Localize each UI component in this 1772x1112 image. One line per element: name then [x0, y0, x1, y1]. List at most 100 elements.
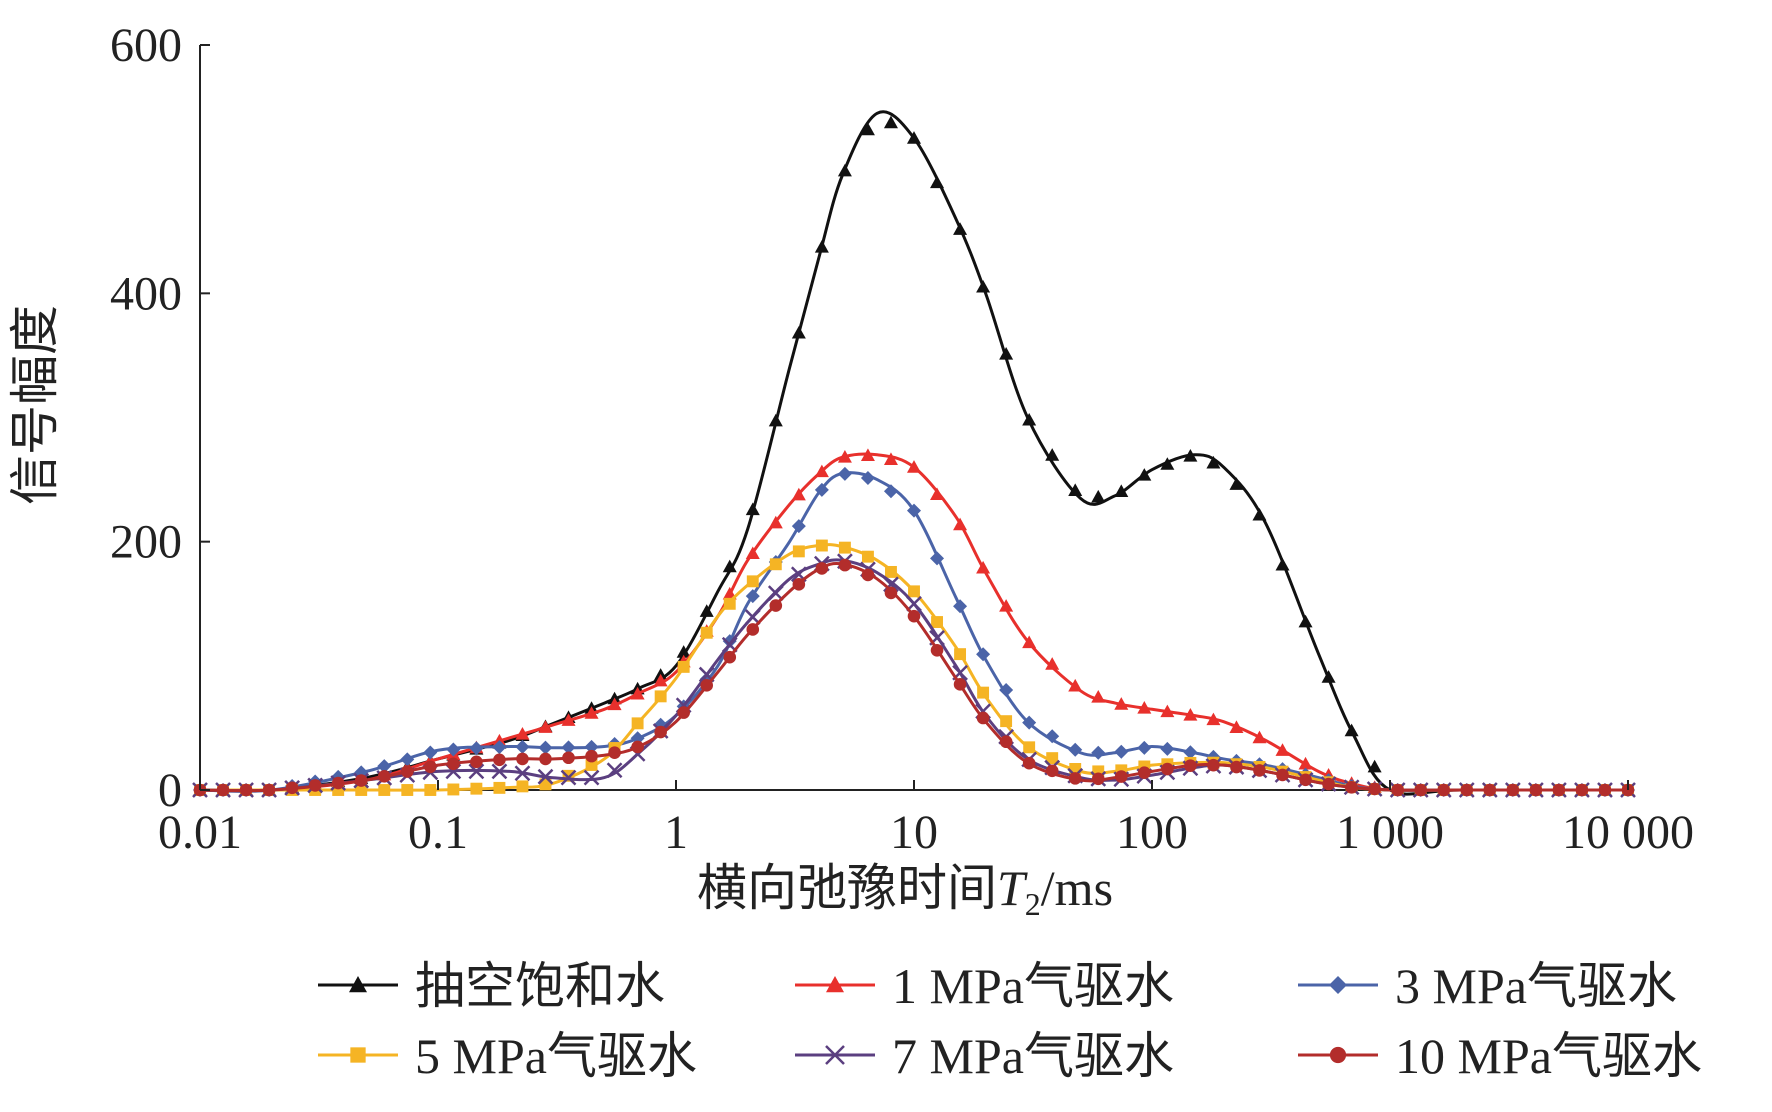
- data-point: [1091, 489, 1106, 503]
- data-point: [700, 626, 713, 639]
- data-point: [1068, 483, 1083, 496]
- data-point: [562, 751, 575, 765]
- data-point: [792, 578, 806, 591]
- data-point: [930, 487, 945, 501]
- data-point: [1483, 783, 1497, 797]
- series-1: [193, 110, 1635, 796]
- data-point: [1414, 783, 1428, 797]
- data-point: [1114, 697, 1129, 710]
- data-point: [1299, 773, 1312, 787]
- data-point: [1092, 765, 1105, 778]
- x-tick-label: 0.1: [408, 806, 468, 859]
- data-point: [491, 763, 508, 780]
- data-point: [838, 541, 851, 554]
- data-point: [1183, 449, 1198, 462]
- data-point: [1069, 763, 1082, 775]
- data-point: [1023, 741, 1036, 754]
- data-point: [1022, 756, 1036, 770]
- data-point: [1230, 760, 1243, 774]
- data-point: [400, 765, 414, 778]
- data-point: [860, 470, 875, 485]
- data-point: [1207, 758, 1220, 772]
- data-point: [1022, 635, 1037, 649]
- data-point: [1045, 657, 1060, 670]
- data-point: [1137, 468, 1152, 481]
- data-point: [1298, 756, 1313, 770]
- data-point: [1253, 764, 1266, 777]
- data-point: [584, 706, 599, 719]
- data-point: [745, 546, 760, 560]
- data-point: [976, 711, 990, 725]
- data-point: [930, 643, 944, 657]
- data-point: [585, 749, 598, 763]
- data-point: [1045, 764, 1059, 778]
- data-point: [930, 551, 945, 566]
- data-point: [769, 558, 782, 571]
- data-point: [907, 131, 921, 144]
- data-point: [515, 727, 530, 740]
- data-point: [1160, 457, 1175, 470]
- data-point: [1068, 678, 1083, 692]
- axes: [199, 45, 1628, 791]
- data-point: [1229, 720, 1244, 733]
- data-point: [1275, 557, 1290, 571]
- data-point: [1091, 772, 1105, 786]
- data-point: [837, 450, 852, 463]
- series-3: [193, 466, 1635, 797]
- ticks: 0.01 0.1 1 10 100 1 000 10 000 0 200 400 600: [110, 19, 1694, 859]
- legend-item: 10 MPa气驱水: [1298, 1028, 1702, 1084]
- data-point: [999, 682, 1014, 697]
- data-point: [423, 745, 438, 760]
- data-point: [907, 609, 921, 623]
- data-point: [976, 560, 991, 574]
- data-point: [1460, 783, 1474, 797]
- data-point: [1322, 777, 1335, 791]
- data-point: [883, 115, 898, 129]
- data-point: [355, 784, 368, 796]
- data-point: [1183, 745, 1198, 760]
- legend: 抽空饱和水 1 MPa气驱水 3 MPa气驱水 5 MPa气驱水 7 MPa气驱水 10 …: [318, 958, 1702, 1084]
- data-point: [1529, 783, 1543, 797]
- data-point: [1367, 759, 1382, 773]
- data-point: [1275, 743, 1290, 756]
- data-point: [493, 753, 506, 767]
- data-point: [815, 562, 829, 575]
- data-point: [1276, 768, 1289, 782]
- data-point: [1138, 766, 1151, 779]
- data-point: [1329, 1046, 1347, 1064]
- data-point: [745, 502, 760, 516]
- legend-item: 7 MPa气驱水: [795, 1028, 1174, 1084]
- data-point: [539, 752, 552, 766]
- data-point: [1391, 783, 1404, 797]
- data-point: [1068, 742, 1083, 757]
- data-point: [1206, 712, 1221, 726]
- data-point: [332, 784, 345, 796]
- data-point: [1368, 782, 1381, 796]
- data-point: [537, 768, 554, 785]
- data-point: [768, 413, 783, 427]
- legend-label: 5 MPa气驱水: [415, 1028, 697, 1084]
- data-point: [953, 678, 967, 691]
- data-point: [1114, 744, 1129, 759]
- data-point: [976, 647, 991, 662]
- data-point: [1437, 783, 1451, 797]
- data-point: [792, 545, 805, 558]
- data-point: [1321, 670, 1336, 683]
- data-point: [516, 752, 529, 766]
- data-point: [1506, 783, 1520, 797]
- data-point: [700, 679, 714, 692]
- data-point: [1229, 477, 1244, 490]
- x-tick-label: 0.01: [158, 806, 242, 859]
- y-tick-label: 400: [110, 267, 182, 320]
- data-point: [538, 740, 553, 755]
- x-tick-label: 10: [890, 806, 938, 859]
- data-point: [814, 464, 829, 478]
- data-point: [350, 1047, 366, 1063]
- data-point: [722, 559, 737, 573]
- data-point: [1298, 614, 1313, 628]
- data-point: [424, 760, 437, 774]
- data-point: [562, 769, 575, 782]
- x-tick-label: 1: [664, 806, 688, 859]
- legend-label: 3 MPa气驱水: [1395, 958, 1677, 1014]
- data-point: [677, 706, 690, 719]
